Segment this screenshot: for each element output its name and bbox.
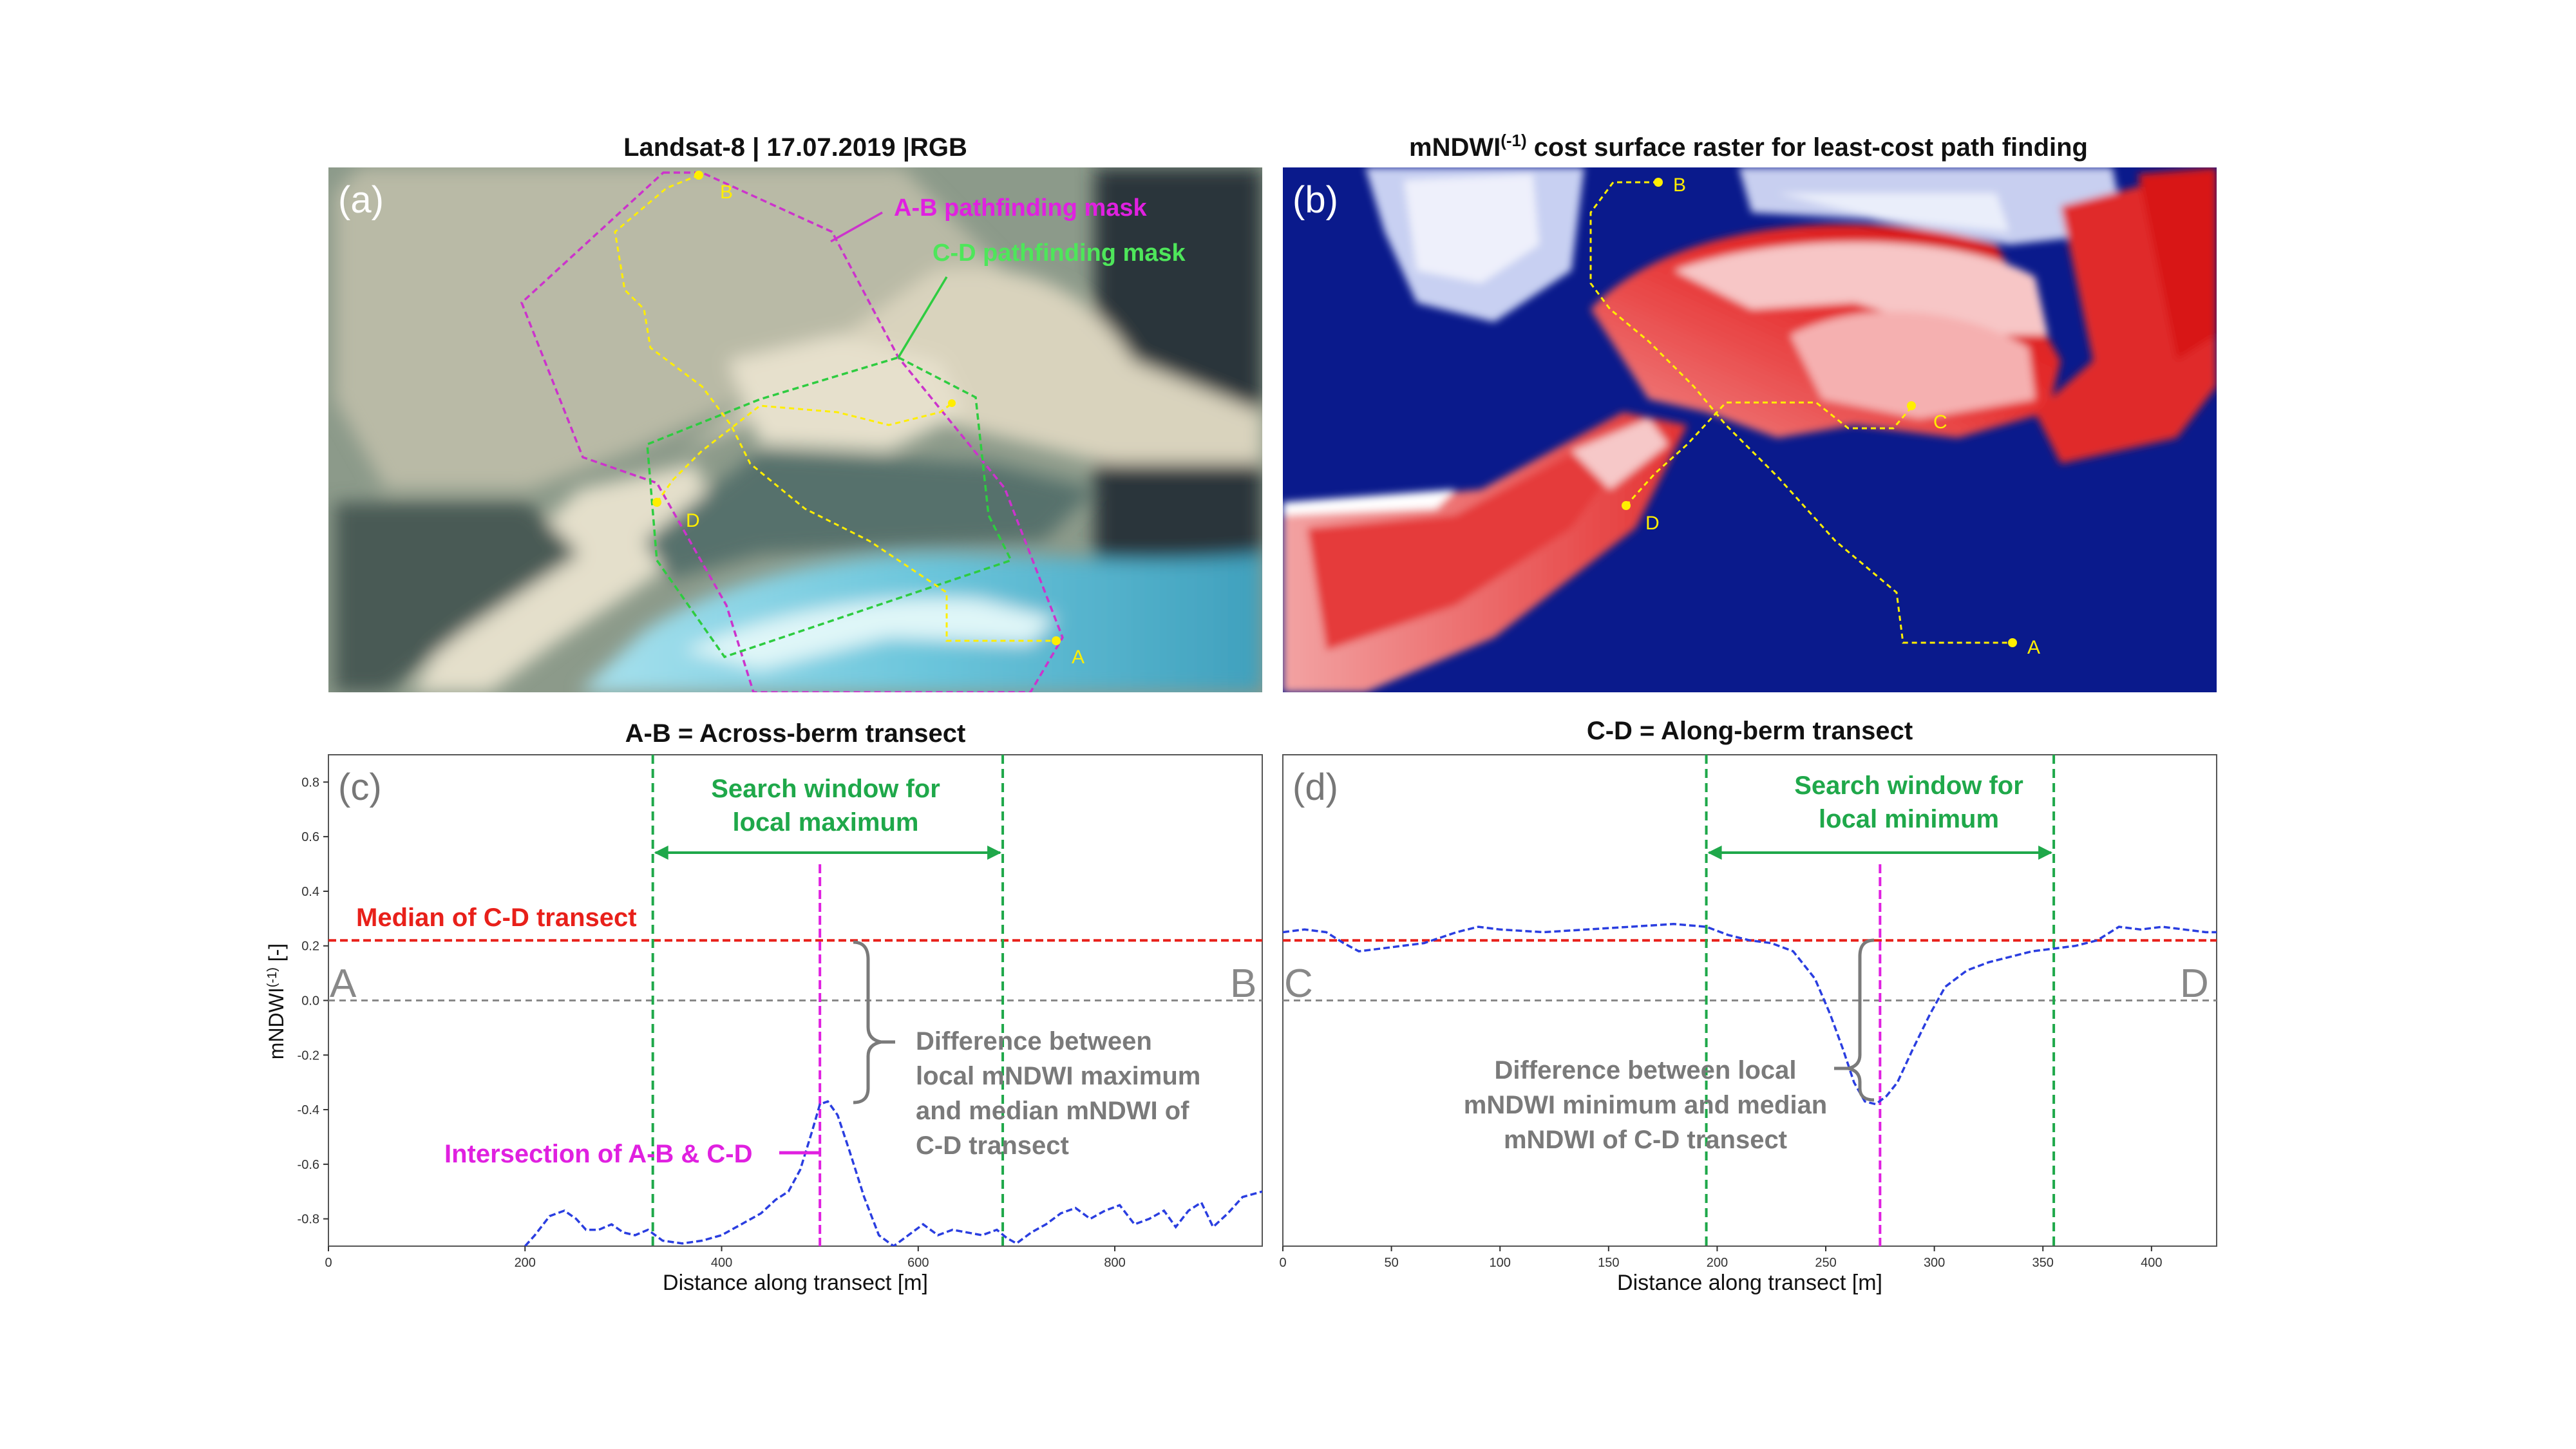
x-tick-label: 200 <box>1707 1256 1728 1270</box>
panel-c-intersection-label: Intersection of A-B & C-D <box>444 1140 753 1168</box>
point-a-marker-b <box>2008 638 2017 647</box>
window-arrow-right-head <box>2038 846 2053 860</box>
x-tick-label: 400 <box>711 1256 732 1270</box>
panel-c-ylabel: mNDWI(-1) [-] <box>265 943 288 1059</box>
y-tick-label: -0.6 <box>298 1158 319 1172</box>
panel-c-window-label-1: Search window for <box>711 775 940 803</box>
path-ab-line <box>614 174 1056 642</box>
plot-clip-group <box>1283 755 2217 1246</box>
y-tick-label: 0.2 <box>301 940 319 954</box>
panel-c-end-left: A <box>330 961 357 1006</box>
x-tick-label: 0 <box>1279 1256 1286 1270</box>
x-tick-label: 50 <box>1384 1256 1398 1270</box>
panel-c-diff-label-1: Difference between <box>916 1027 1152 1056</box>
panel-b-letter: (b) <box>1293 179 1338 221</box>
x-tick-label: 100 <box>1490 1256 1511 1270</box>
path-ab-line-b <box>1589 181 2012 644</box>
panel-d-diff-label-3: mNDWI of C-D transect <box>1504 1126 1787 1154</box>
point-c-label-b: C <box>1933 412 1947 433</box>
x-tick-label: 200 <box>515 1256 536 1270</box>
point-b-label-b: B <box>1673 175 1686 196</box>
x-tick-label: 300 <box>1924 1256 1945 1270</box>
mask-cd-polygon <box>646 356 1013 659</box>
point-c-marker <box>948 399 956 407</box>
y-tick-label: -0.4 <box>298 1103 319 1117</box>
point-b-marker <box>694 171 703 180</box>
panel-c-chart: 0 200 400 600 800 -0.8 -0.6 -0.4 -0.2 0.0 0.2 0.4 0.… <box>298 755 1262 1270</box>
panel-c-title: A-B = Across-berm transect <box>625 719 966 748</box>
panel-b-image <box>1283 167 2217 692</box>
point-b-marker-b <box>1654 178 1663 187</box>
path-cd-line <box>656 401 954 503</box>
panel-c-end-right: B <box>1230 961 1256 1006</box>
point-d-marker-b <box>1622 501 1631 510</box>
panel-d-title: C-D = Along-berm transect <box>1587 717 1913 745</box>
panel-c-letter: (c) <box>338 766 382 808</box>
y-tick-label: 0.0 <box>301 994 319 1009</box>
point-c-marker-b <box>1907 401 1916 410</box>
point-d-label-b: D <box>1645 513 1660 534</box>
window-arrow-left-head <box>654 846 668 860</box>
panel-c-median-label: Median of C-D transect <box>356 904 637 932</box>
mask-cd-label: C-D pathfinding mask <box>933 240 1186 267</box>
point-a-label-b: A <box>2027 637 2040 658</box>
x-tick-label: 0 <box>325 1256 332 1270</box>
series-line <box>524 1100 1262 1246</box>
x-tick-label: 250 <box>1815 1256 1836 1270</box>
panel-d-end-left: C <box>1284 961 1313 1006</box>
panel-d-chart: 0 50 100 150 200 250 300 350 400 <box>1279 755 2217 1270</box>
y-tick-label: -0.2 <box>298 1048 319 1063</box>
panel-d-window-label-2: local minimum <box>1819 805 1999 833</box>
point-d-label: D <box>686 510 700 531</box>
mask-cd-pointer <box>897 276 948 358</box>
panel-d-xlabel: Distance along transect [m] <box>1617 1271 1882 1295</box>
panel-d-diff-label-1: Difference between local <box>1494 1056 1796 1084</box>
y-tick-label: 0.8 <box>301 775 319 790</box>
panel-c-window-label-2: local maximum <box>732 808 918 837</box>
point-b-label: B <box>720 182 733 203</box>
window-arrow-left-head <box>1707 846 1722 860</box>
x-tick-label: 400 <box>2141 1256 2162 1270</box>
panel-d-window-label-1: Search window for <box>1794 772 2023 800</box>
y-tick-label: 0.4 <box>301 885 319 899</box>
x-tick-label: 350 <box>2032 1256 2054 1270</box>
mask-ab-pointer <box>830 211 883 243</box>
y-tick-label: 0.6 <box>301 830 319 844</box>
panel-a-overlays <box>520 171 1064 692</box>
panel-a-letter: (a) <box>338 179 384 221</box>
panel-a-image <box>328 167 1262 692</box>
panel-c-diff-label-2: local mNDWI maximum <box>916 1062 1200 1090</box>
mask-ab-label: A-B pathfinding mask <box>894 194 1148 222</box>
point-a-label: A <box>1072 647 1084 668</box>
panel-c-xlabel: Distance along transect [m] <box>663 1271 928 1295</box>
point-d-marker <box>652 498 661 507</box>
panel-c-diff-label-3: and median mNDWI of <box>916 1097 1189 1125</box>
x-tick-label: 150 <box>1598 1256 1619 1270</box>
panel-d-diff-label-2: mNDWI minimum and median <box>1464 1091 1828 1119</box>
y-tick-label: -0.8 <box>298 1213 319 1227</box>
panel-d-letter: (d) <box>1293 766 1338 808</box>
panel-b-overlays <box>1589 178 2017 647</box>
mask-ab-polygon <box>520 171 1064 692</box>
x-tick-label: 600 <box>907 1256 929 1270</box>
panel-d-end-right: D <box>2180 961 2209 1006</box>
window-arrow-right-head <box>987 846 1002 860</box>
x-tick-label: 800 <box>1104 1256 1125 1270</box>
point-a-marker <box>1052 636 1061 645</box>
panel-b-title: mNDWI(-1) cost surface raster for least-… <box>1409 131 2088 162</box>
panel-a-title: Landsat-8 | 17.07.2019 |RGB <box>623 133 967 162</box>
plot-clip-group <box>328 755 1262 1246</box>
panel-c-diff-label-4: C-D transect <box>916 1132 1069 1160</box>
